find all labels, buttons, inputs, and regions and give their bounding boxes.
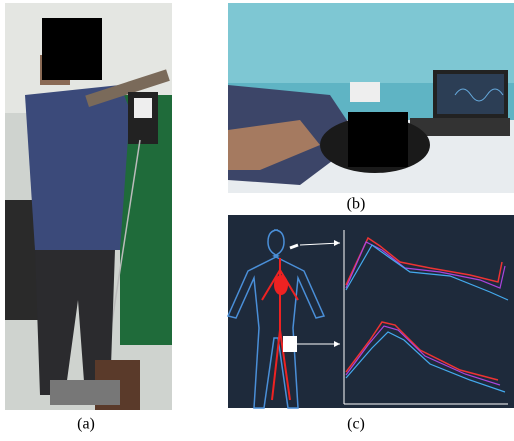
panel-label: (a)	[77, 416, 95, 433]
panel-label: (c)	[347, 416, 365, 433]
photo-b	[228, 3, 514, 193]
panel-label: (b)	[347, 196, 366, 213]
photo-a	[5, 3, 172, 410]
diagram-c	[228, 215, 514, 408]
figure: (a) (b) (c)	[0, 0, 514, 441]
